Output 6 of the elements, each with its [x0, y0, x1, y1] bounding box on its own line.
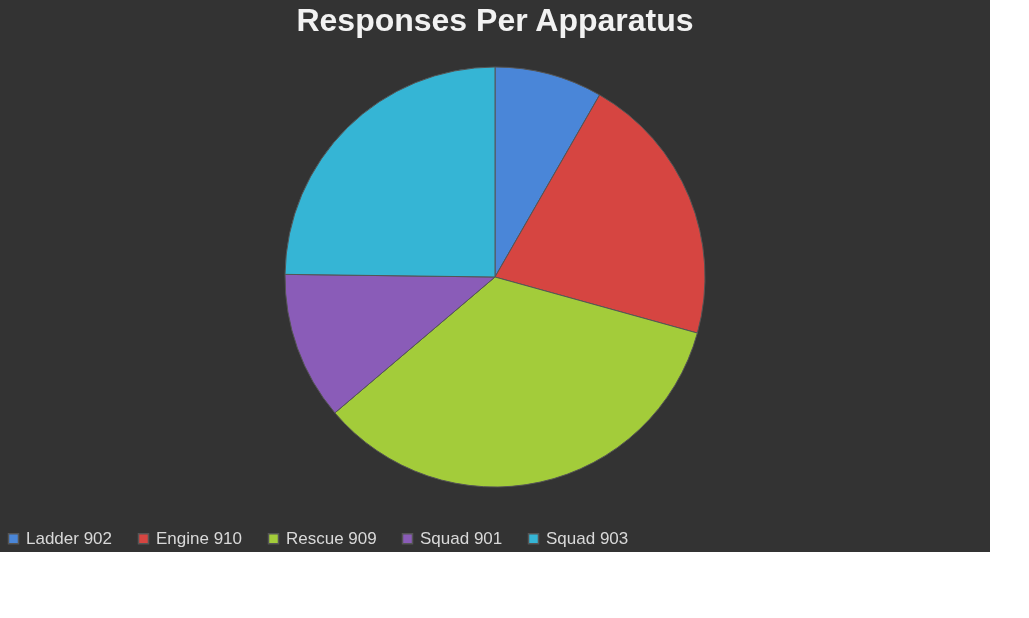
chart-title: Responses Per Apparatus	[296, 2, 694, 38]
legend-label: Rescue 909	[286, 528, 377, 548]
legend-label: Squad 901	[420, 528, 503, 548]
legend-label: Squad 903	[546, 528, 629, 548]
legend-label: Ladder 902	[26, 528, 113, 548]
legend-label: Engine 910	[156, 528, 243, 548]
